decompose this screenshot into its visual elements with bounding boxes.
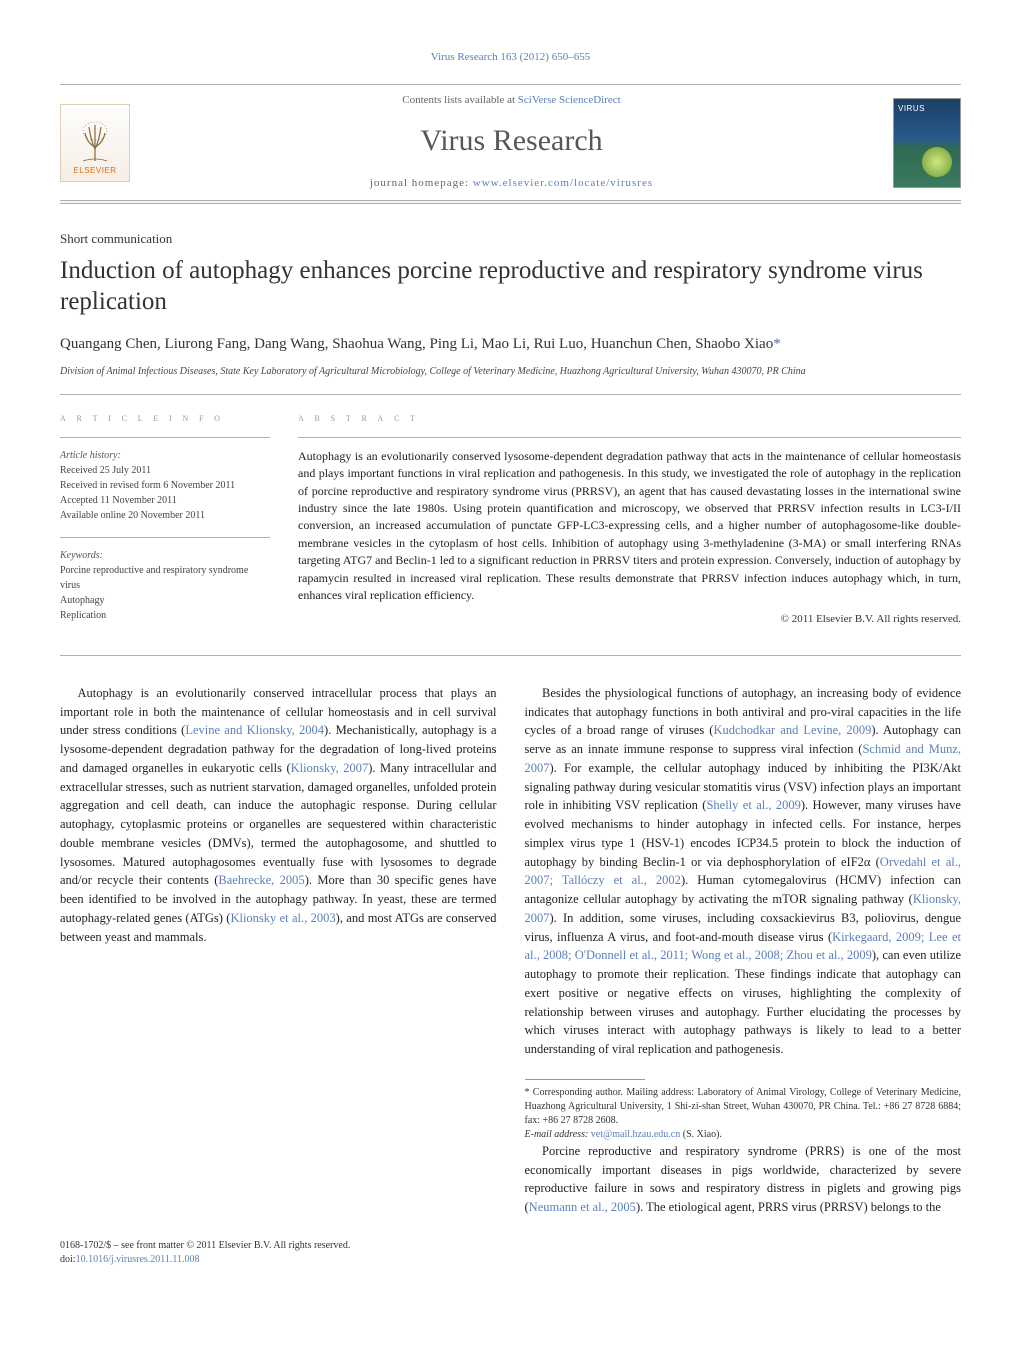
body-paragraph: Porcine reproductive and respiratory syn… — [525, 1142, 962, 1217]
contents-prefix: Contents lists available at — [402, 94, 517, 106]
page-footer: 0168-1702/$ – see front matter © 2011 El… — [60, 1239, 961, 1268]
email-label: E-mail address: — [525, 1129, 591, 1140]
doi-prefix: doi: — [60, 1254, 76, 1265]
section-type: Short communication — [60, 230, 961, 249]
keyword: Porcine reproductive and respiratory syn… — [60, 563, 270, 593]
author-list: Quangang Chen, Liurong Fang, Dang Wang, … — [60, 334, 961, 356]
keywords-label: Keywords: — [60, 548, 270, 563]
homepage-link[interactable]: www.elsevier.com/locate/virusres — [473, 177, 653, 189]
corresponding-footnote: * Corresponding author. Mailing address:… — [525, 1086, 962, 1142]
corresponding-mark: * — [773, 336, 781, 352]
abstract-heading: a b s t r a c t — [298, 411, 961, 427]
homepage-line: journal homepage: www.elsevier.com/locat… — [150, 176, 873, 192]
publisher-name: ELSEVIER — [73, 165, 116, 177]
body-paragraph: Besides the physiological functions of a… — [525, 684, 962, 1059]
body-text: Autophagy is an evolutionarily conserved… — [60, 684, 961, 1217]
journal-cover-thumb — [893, 98, 961, 188]
email-link[interactable]: vet@mail.hzau.edu.cn — [591, 1129, 680, 1140]
homepage-prefix: journal homepage: — [370, 177, 473, 189]
keyword: Autophagy — [60, 593, 270, 608]
history-label: Article history: — [60, 448, 270, 463]
abstract-copyright: © 2011 Elsevier B.V. All rights reserved… — [298, 612, 961, 628]
authors-line: Quangang Chen, Liurong Fang, Dang Wang, … — [60, 336, 773, 352]
affiliation: Division of Animal Infectious Diseases, … — [60, 365, 961, 380]
masthead: ELSEVIER Contents lists available at Sci… — [60, 84, 961, 201]
journal-title: Virus Research — [150, 119, 873, 163]
history-revised: Received in revised form 6 November 2011 — [60, 478, 270, 493]
article-info-heading: a r t i c l e i n f o — [60, 411, 270, 427]
footnote-text: * Corresponding author. Mailing address:… — [525, 1086, 962, 1128]
running-head: Virus Research 163 (2012) 650–655 — [60, 50, 961, 66]
article-info-column: a r t i c l e i n f o Article history: R… — [60, 411, 270, 637]
history-online: Available online 20 November 2011 — [60, 508, 270, 523]
footnote-rule — [525, 1079, 645, 1080]
abstract-column: a b s t r a c t Autophagy is an evolutio… — [298, 411, 961, 637]
doi-link[interactable]: 10.1016/j.virusres.2011.11.008 — [76, 1254, 200, 1265]
footer-copyright: 0168-1702/$ – see front matter © 2011 El… — [60, 1239, 961, 1254]
rule-kw — [60, 537, 270, 538]
rule-info — [60, 437, 270, 438]
abstract-text: Autophagy is an evolutionarily conserved… — [298, 448, 961, 605]
publisher-tree-icon — [75, 119, 115, 163]
history-accepted: Accepted 11 November 2011 — [60, 493, 270, 508]
contents-link[interactable]: SciVerse ScienceDirect — [518, 94, 621, 106]
body-paragraph: Autophagy is an evolutionarily conserved… — [60, 684, 497, 947]
email-suffix: (S. Xiao). — [680, 1129, 722, 1140]
contents-line: Contents lists available at SciVerse Sci… — [150, 93, 873, 109]
history-received: Received 25 July 2011 — [60, 463, 270, 478]
publisher-logo: ELSEVIER — [60, 104, 130, 182]
rule-abs — [298, 437, 961, 438]
rule-bottom — [60, 655, 961, 656]
article-title: Induction of autophagy enhances porcine … — [60, 255, 961, 318]
keyword: Replication — [60, 608, 270, 623]
